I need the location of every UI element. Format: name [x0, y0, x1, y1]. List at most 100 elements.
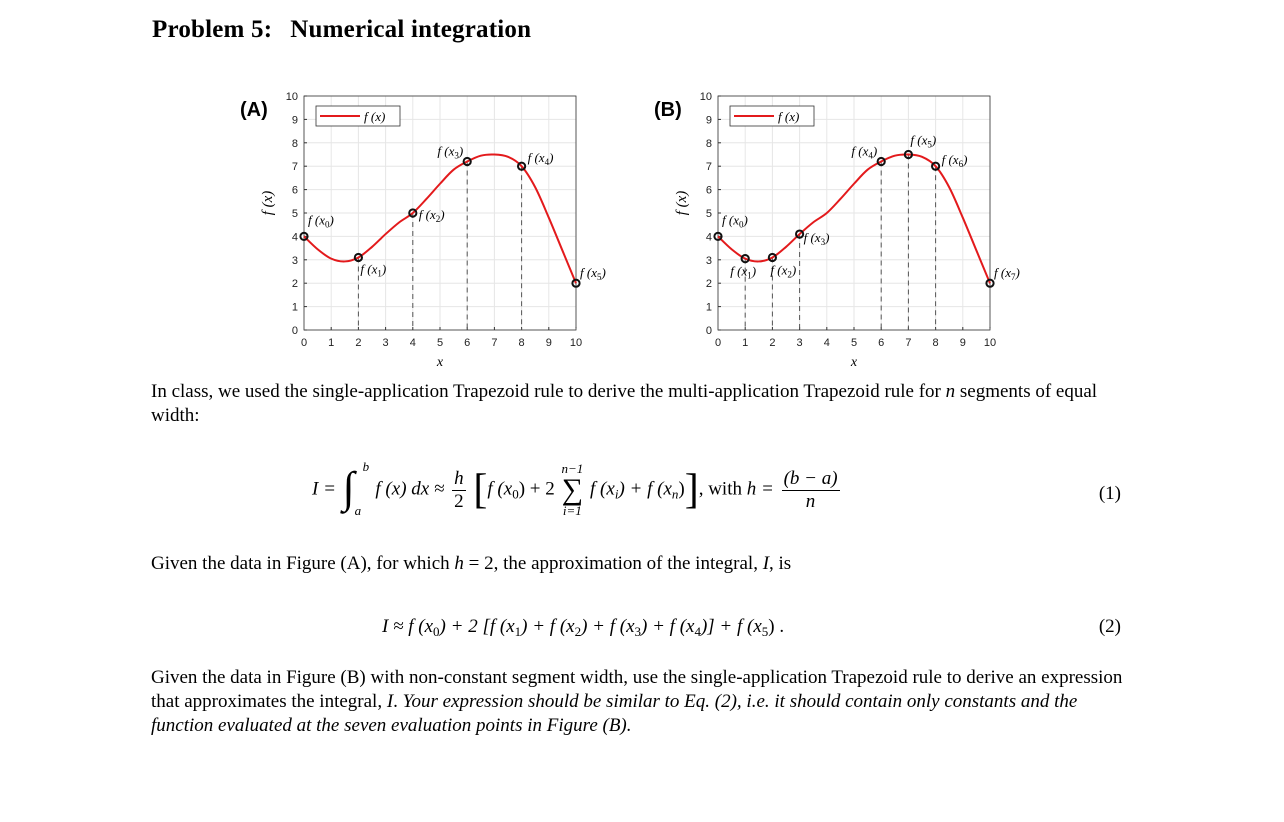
- chart-a-point-marker: [408, 208, 418, 218]
- chart-a-point-label: f (x1): [360, 261, 386, 278]
- eq1-term1: f (x: [487, 478, 513, 500]
- chart-a-xtick-label: 9: [546, 337, 552, 349]
- chart-b-point-label: f (x5): [910, 133, 936, 150]
- eq1-left-bracket: [: [473, 467, 488, 513]
- chart-a-point-marker: [517, 161, 527, 171]
- chart-b-xtick-label: 4: [824, 337, 830, 349]
- equation-2-number: (2): [1098, 616, 1121, 637]
- chart-b-point-marker: [985, 278, 995, 288]
- chart-a-ytick-label: 4: [292, 231, 298, 243]
- chart-b-ytick-label: 4: [706, 231, 712, 243]
- chart-a-svg: 0 1 2 3 4 5 6 7 8 9 10 0 1 2 3 4 5 6 7 8 9 10 f (x0) f (x1) f (x…: [240, 91, 606, 370]
- chart-a-ylabel: f (x): [260, 191, 276, 216]
- chart-b-series-line-fx: [717, 153, 991, 284]
- chart-a-xtick-label: 5: [437, 337, 443, 349]
- eq1-h-def: h =: [746, 478, 774, 500]
- chart-b-point-marker: [713, 231, 723, 241]
- chart-b-xtick-label: 3: [797, 337, 803, 349]
- chart-a-series-line-fx: [303, 153, 577, 284]
- chart-b-point-label: f (x3): [804, 230, 830, 247]
- eq1-with: , with: [698, 478, 742, 500]
- chart-b-ytick-label: 8: [706, 138, 712, 150]
- chart-b-point-label: f (x2): [770, 262, 796, 279]
- chart-b-point-label: f (x0): [722, 212, 748, 229]
- eq1-integrand: f (x) dx ≈: [375, 478, 445, 500]
- chart-b-xtick-label: 1: [742, 337, 748, 349]
- chart-b-point-label: f (x6): [942, 152, 968, 169]
- chart-a-ytick-label: 6: [292, 185, 298, 197]
- paragraph-figure-a: Given the data in Figure (A), for which …: [151, 553, 792, 574]
- eq1-term2: f (x: [590, 478, 615, 500]
- chart-b-point-marker: [903, 149, 913, 160]
- chart-a-point-marker: [299, 231, 309, 241]
- chart-a-point-marker: [571, 278, 581, 288]
- chart-a-point-marker: [462, 156, 472, 167]
- para3-italic: Your expression should be similar to Eq.…: [151, 691, 1078, 736]
- chart-b-xlabel: x: [850, 355, 858, 370]
- chart-b-ytick-label: 6: [706, 185, 712, 197]
- eq1-lhs: I =: [312, 478, 336, 500]
- chart-a-point-marker: [353, 252, 364, 263]
- chart-a: 0 1 2 3 4 5 6 7 8 9 10 0 1 2 3 4 5 6 7 8 9 10 f (x0) f (x1) f (x…: [236, 80, 626, 372]
- chart-b-legend-label: f (x): [778, 109, 799, 124]
- chart-b: 0 1 2 3 4 5 6 7 8 9 10 0 1 2 3 4 5 6 7 8 9 10 f (x0) f (x1) f (x…: [650, 80, 1040, 372]
- paragraph-intro: In class, we used the single-application…: [151, 380, 1141, 428]
- chart-b-legend: f (x): [729, 105, 815, 127]
- chart-a-xlabel: x: [436, 355, 444, 370]
- chart-b-point-marker: [767, 252, 778, 263]
- eq1-right-bracket: ]: [684, 467, 699, 513]
- chart-a-point-label: f (x5): [580, 265, 606, 282]
- chart-b-xtick-label: 5: [851, 337, 857, 349]
- chart-b-ytick-label: 3: [706, 255, 712, 267]
- chart-b-xtick-label: 7: [905, 337, 911, 349]
- para1-text-a: In class, we used the single-application…: [151, 381, 941, 402]
- chart-b-ytick-label: 1: [706, 302, 712, 314]
- chart-a-ytick-label: 9: [292, 114, 298, 126]
- integral-lower: a: [354, 503, 362, 518]
- problem-topic: Numerical integration: [290, 16, 532, 43]
- chart-a-point-label: f (x3): [437, 144, 463, 161]
- chart-b-xtick-label: 2: [769, 337, 775, 349]
- chart-a-ytick-label: 3: [292, 255, 298, 267]
- chart-b-xtick-label: 0: [715, 337, 721, 349]
- integral-upper: b: [362, 459, 370, 474]
- chart-b-xtick-label: 9: [960, 337, 966, 349]
- chart-a-point-label: f (x0): [308, 212, 334, 229]
- chart-b-svg: 0 1 2 3 4 5 6 7 8 9 10 0 1 2 3 4 5 6 7 8 9 10 f (x0) f (x1) f (x…: [654, 91, 1020, 370]
- chart-a-ytick-label: 5: [292, 208, 298, 220]
- chart-a-legend-label: f (x): [364, 109, 385, 124]
- chart-b-panel-label: (B): [654, 99, 682, 121]
- problem-title: Problem 5: Numerical integration: [152, 16, 531, 44]
- chart-b-xtick-label: 6: [878, 337, 884, 349]
- eq1-h-fraction: (b − a) n: [781, 467, 840, 512]
- chart-a-xtick-label: 7: [491, 337, 497, 349]
- chart-b-point-label: f (x7): [994, 265, 1020, 282]
- chart-a-xtick-label: 4: [410, 337, 416, 349]
- problem-number: Problem 5:: [152, 16, 273, 43]
- chart-b-ytick-label: 5: [706, 208, 712, 220]
- paragraph-figure-b: Given the data in Figure (B) with non-co…: [151, 667, 1123, 736]
- chart-a-xtick-label: 6: [464, 337, 470, 349]
- equation-1-number: (1): [1098, 483, 1121, 504]
- chart-a-panel-label: (A): [240, 99, 268, 121]
- chart-b-point-marker: [740, 254, 750, 264]
- equation-2: I ≈ f (x0) + 2 [f (x1) + f (x2) + f (x3)…: [382, 616, 785, 639]
- chart-b-ytick-label: 9: [706, 114, 712, 126]
- chart-a-xtick-label: 2: [355, 337, 361, 349]
- chart-a-xtick-label: 1: [328, 337, 334, 349]
- chart-a-xtick-label: 3: [383, 337, 389, 349]
- chart-a-ytick-label: 8: [292, 138, 298, 150]
- chart-a-ytick-label: 7: [292, 161, 298, 173]
- chart-b-point-label: f (x1): [730, 264, 756, 281]
- chart-b-point-marker: [931, 161, 941, 171]
- chart-b-point-marker: [876, 156, 886, 167]
- chart-a-point-label: f (x4): [528, 150, 554, 167]
- chart-b-point-label: f (x4): [851, 144, 877, 161]
- chart-b-ytick-label: 2: [706, 278, 712, 290]
- chart-a-point-label: f (x2): [419, 207, 445, 224]
- chart-a-xtick-label: 0: [301, 337, 307, 349]
- chart-b-point-marker: [795, 229, 805, 239]
- chart-a-ytick-label: 0: [292, 325, 298, 337]
